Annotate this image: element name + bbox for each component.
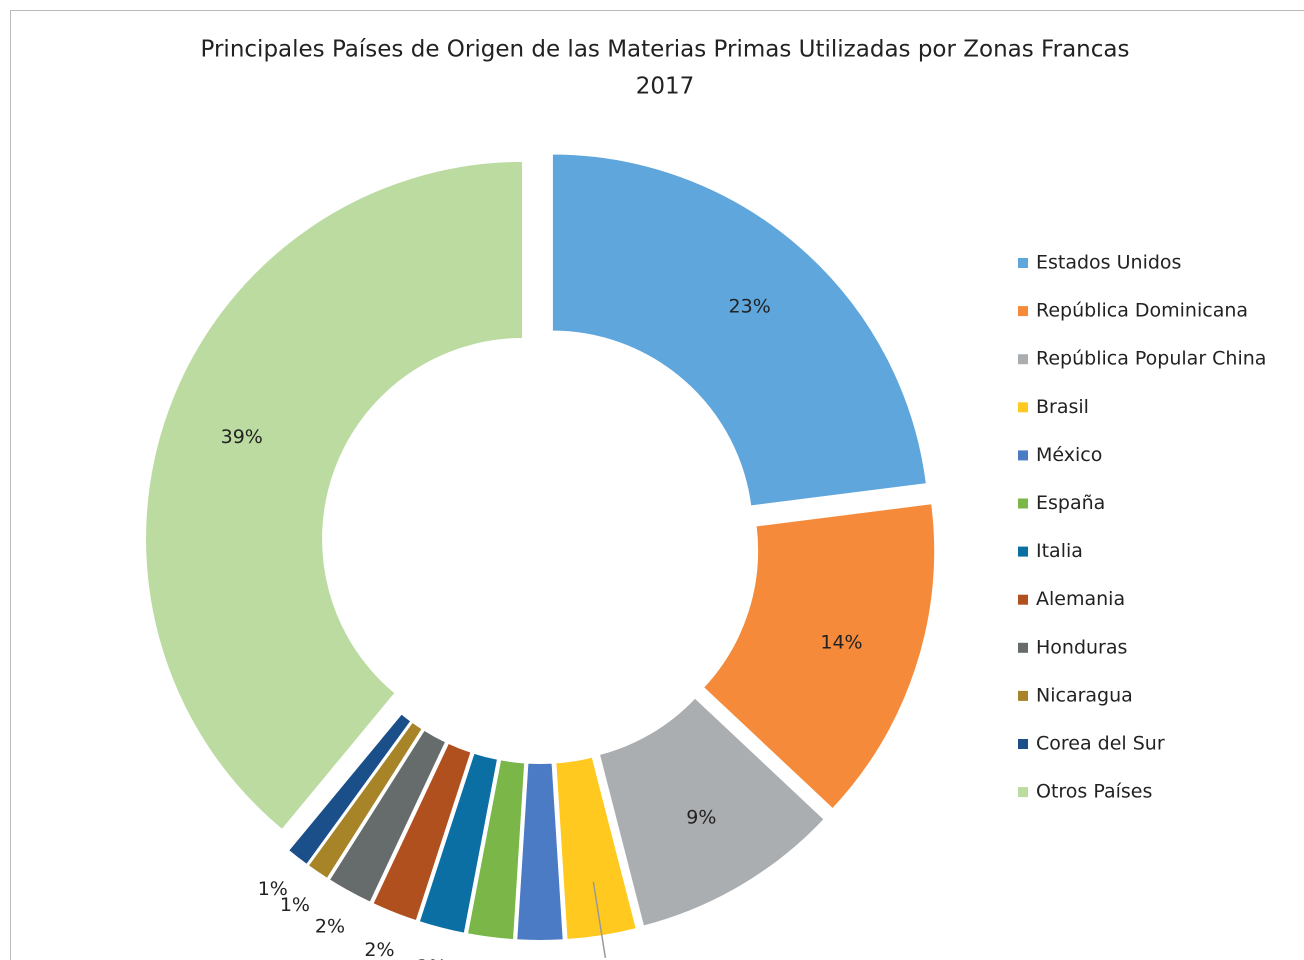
legend-swatch xyxy=(1018,739,1028,749)
legend-swatch xyxy=(1018,306,1028,317)
legend-swatch xyxy=(1018,258,1028,268)
legend-label: República Popular China xyxy=(1036,348,1266,370)
donut-slice xyxy=(286,711,413,867)
legend-swatch xyxy=(1018,690,1028,701)
donut-slice xyxy=(597,695,827,928)
legend-swatch xyxy=(1018,498,1028,509)
data-label: 1% xyxy=(258,878,288,900)
legend-label: Otros Países xyxy=(1036,781,1152,803)
legend-swatch xyxy=(1018,787,1028,798)
chart-title: Principales Países de Origen de las Mate… xyxy=(201,37,1130,63)
donut-slice xyxy=(515,761,565,942)
data-label: 2% xyxy=(364,939,394,960)
donut-slice xyxy=(417,751,500,935)
leader-line xyxy=(592,881,607,958)
legend-swatch xyxy=(1018,354,1028,365)
donut-slice xyxy=(327,728,448,905)
donut-slice xyxy=(465,758,527,942)
legend-swatch xyxy=(1018,546,1028,557)
legend-label: Corea del Sur xyxy=(1036,733,1165,755)
legend-swatch xyxy=(1018,642,1028,653)
legend-swatch xyxy=(1018,450,1028,461)
data-label: 23% xyxy=(729,296,771,318)
legend-label: España xyxy=(1036,492,1105,514)
donut-slice xyxy=(550,152,929,508)
donut-slice xyxy=(144,159,525,832)
donut-slice xyxy=(306,720,425,881)
legend-label: Alemania xyxy=(1036,588,1125,610)
legend-swatch xyxy=(1018,402,1028,413)
chart-border xyxy=(10,10,1304,960)
donut-slice xyxy=(701,502,937,811)
donut-slice xyxy=(371,741,473,923)
legend-label: Nicaragua xyxy=(1036,684,1133,706)
donut-slice xyxy=(554,755,639,942)
data-label: 1% xyxy=(280,894,310,916)
legend-label: Honduras xyxy=(1036,636,1127,658)
data-label: 2% xyxy=(315,916,345,938)
data-label: 2% xyxy=(416,956,446,960)
chart-title: 2017 xyxy=(636,74,695,100)
data-label: 39% xyxy=(221,426,263,448)
data-label: 14% xyxy=(820,631,862,653)
legend-label: República Dominicana xyxy=(1036,300,1248,322)
legend-label: Italia xyxy=(1036,540,1083,562)
data-label: 9% xyxy=(686,806,716,828)
legend-label: Estados Unidos xyxy=(1036,252,1181,274)
legend-label: Brasil xyxy=(1036,396,1089,418)
legend-swatch xyxy=(1018,594,1028,605)
legend-label: México xyxy=(1036,444,1102,466)
